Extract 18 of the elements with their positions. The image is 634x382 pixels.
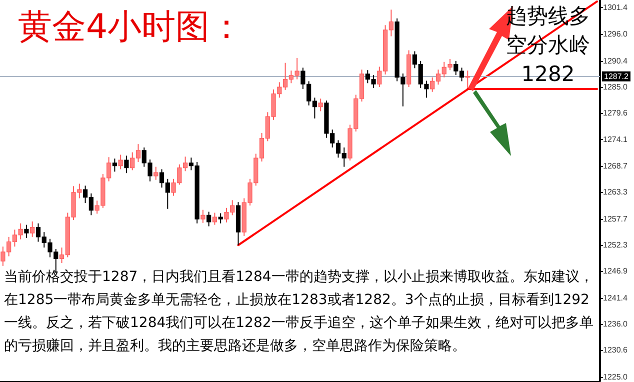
y-tick-label: 1274.1 (603, 135, 628, 144)
chart-title: 黄金4小时图： (18, 6, 244, 49)
y-tick-label: 1290.4 (603, 56, 628, 66)
y-tick-label: 1257.7 (603, 214, 628, 224)
ref-line-label: 1287.2 (604, 72, 630, 81)
y-tick-label: 1230.6 (603, 346, 628, 355)
y-tick-label: 1241.4 (603, 293, 628, 302)
annotation: 当前价格交投于1287，日内我们且看1284一带的趋势支撑，以小止损来博取收益。东如建议，在1285一带布局黄金多单无需轻仓，止损放在1283或者1282。3个点的止损，目标看到1292一线。反之，若下破1284我们可以在1282一带反手追空，这个单子如果生效，绝对可以把多单的亏损赚回，并且盈利。我的主要思路还是做多，空单思路作为保险策略。 (4, 268, 594, 356)
y-tick-label: 1252.3 (603, 240, 628, 250)
y-tick-label: 1301.4 (603, 3, 628, 12)
y-tick-label: 1285.0 (603, 82, 628, 92)
y-tick-label: 1296.0 (603, 29, 628, 38)
y-tick-label: 1225.0 (603, 372, 628, 382)
y-tick-label: 1279.6 (603, 108, 628, 118)
y-tick-label: 1263.3 (603, 187, 628, 196)
y-tick-label: 1246.9 (603, 266, 628, 276)
y-tick-label: 1236.0 (603, 319, 628, 328)
y-tick-label: 1268.7 (603, 161, 628, 170)
